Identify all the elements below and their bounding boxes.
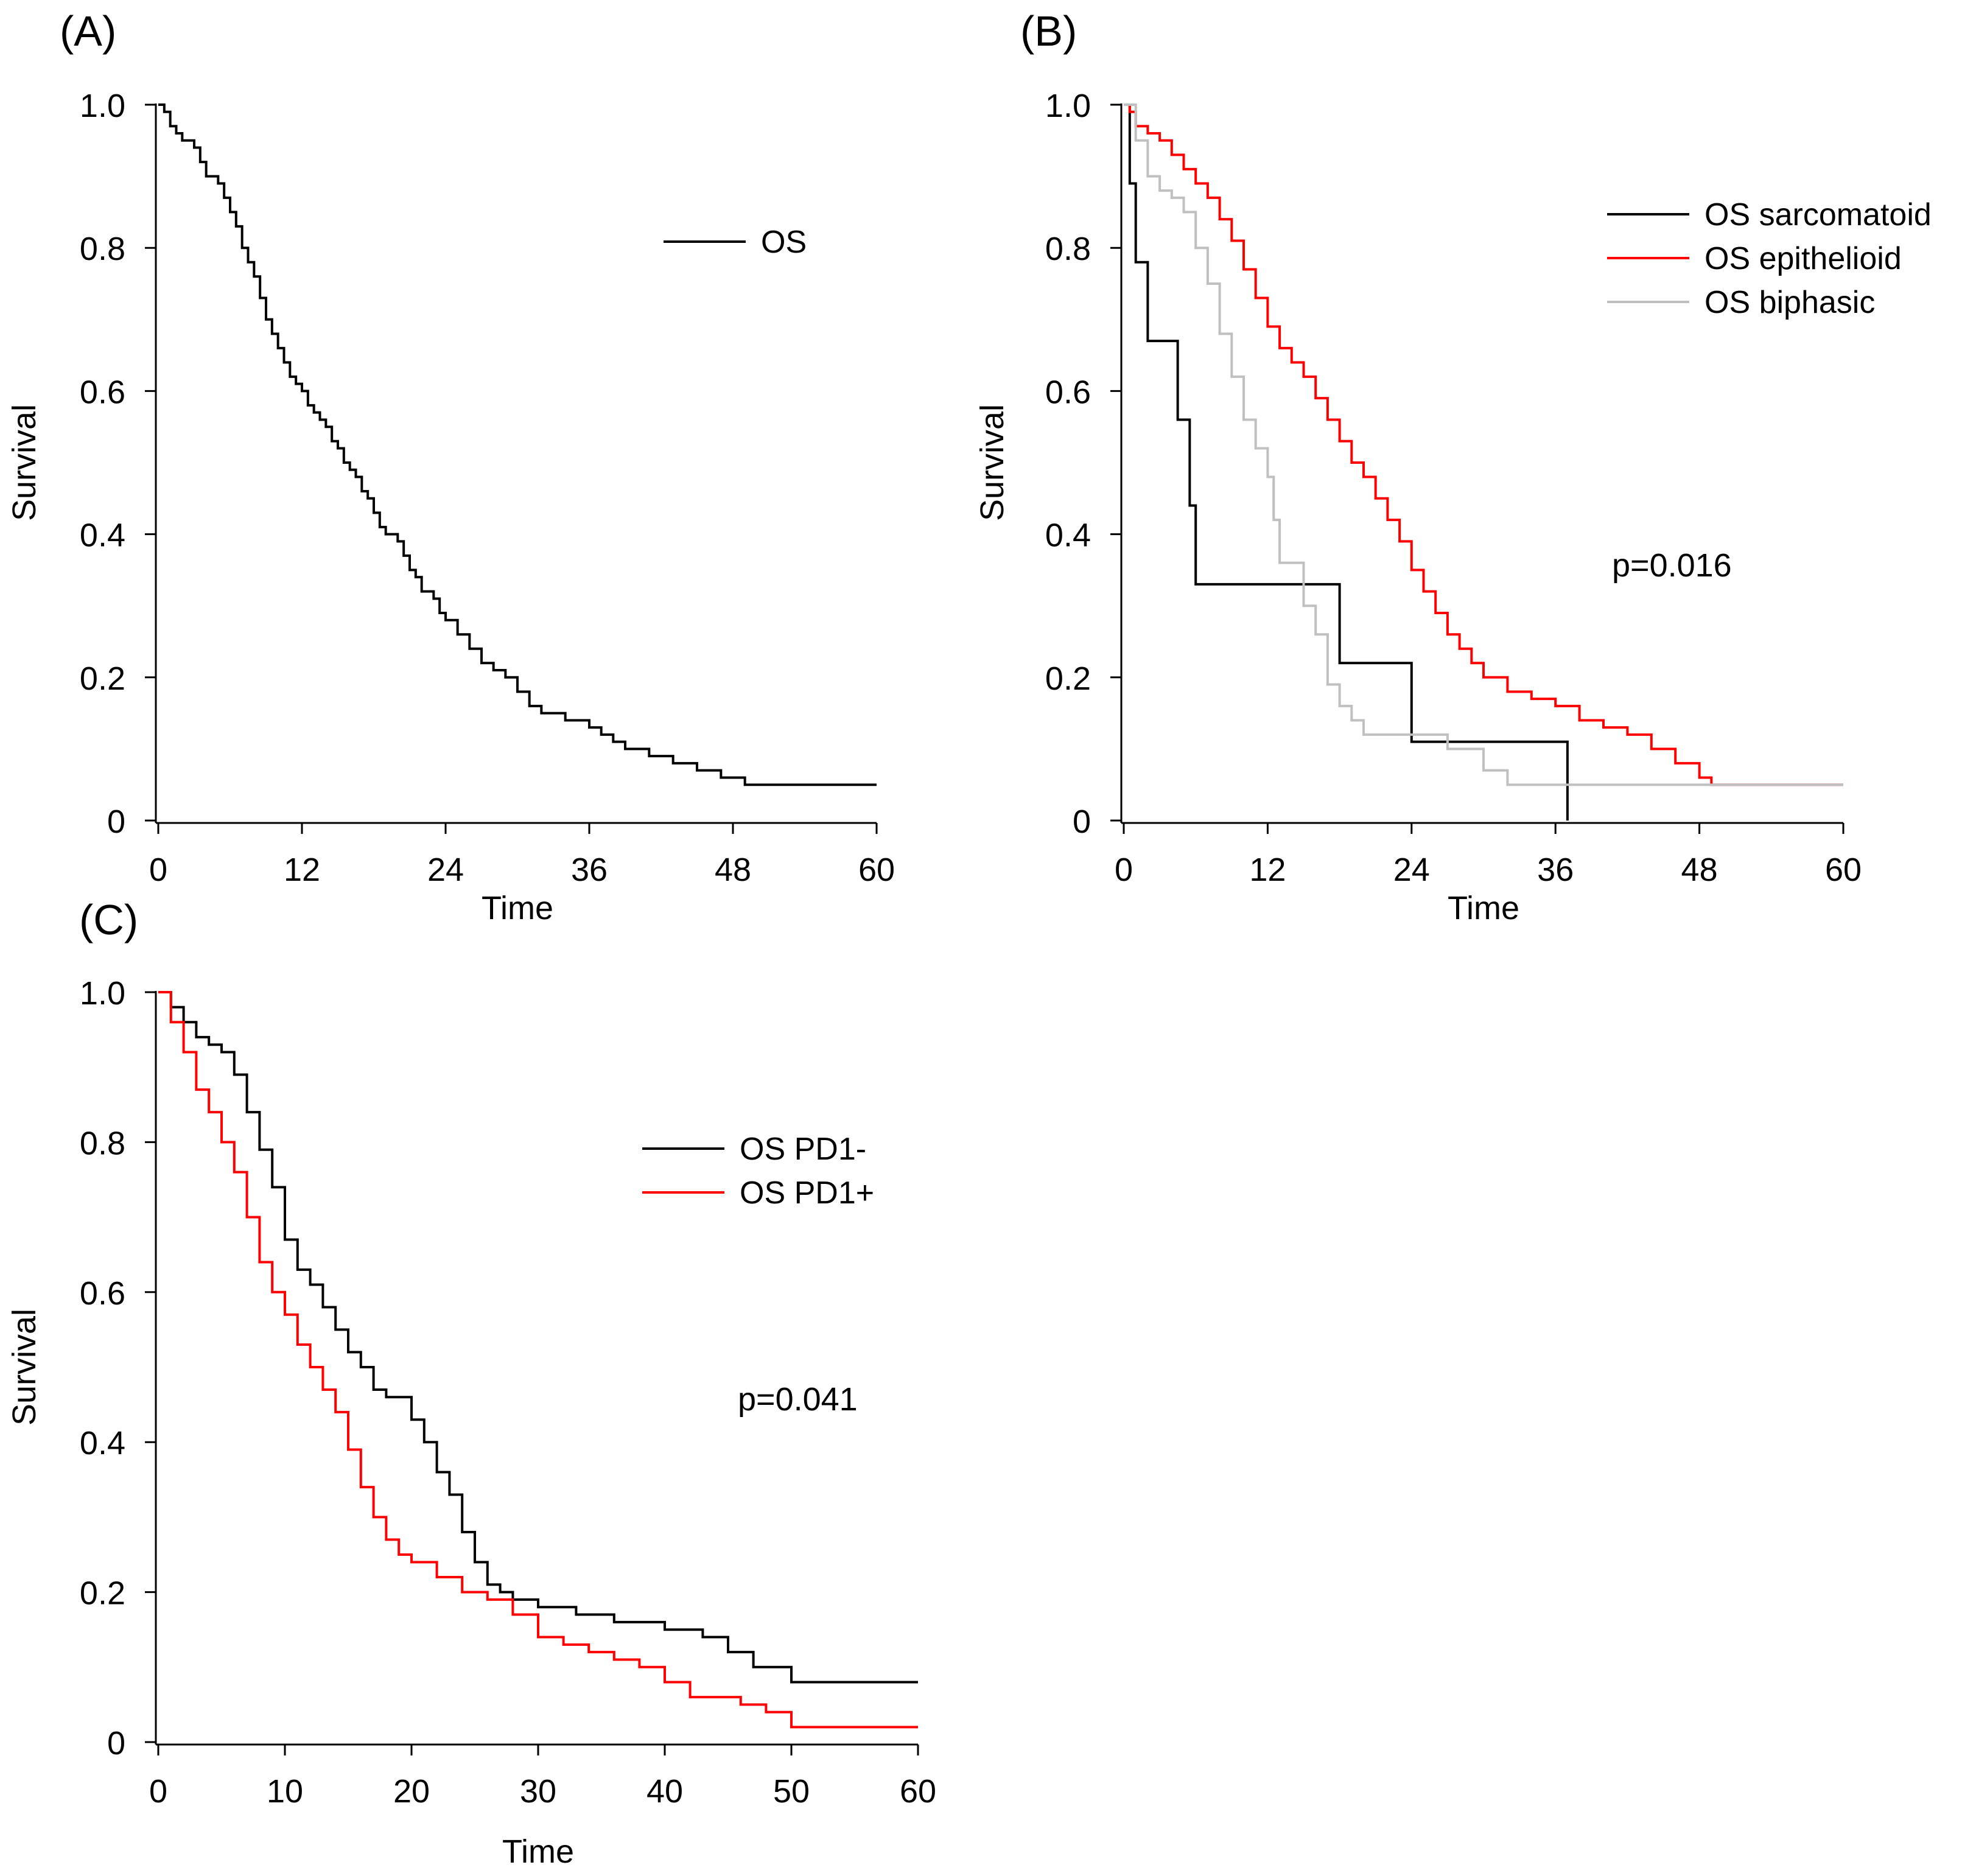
y-tick-label: 0.6 xyxy=(80,1275,125,1312)
y-tick-label: 0.2 xyxy=(80,660,125,697)
x-tick-label: 60 xyxy=(858,852,895,888)
panel-a-label: (A) xyxy=(60,7,116,55)
x-tick-label: 12 xyxy=(284,852,320,888)
y-axis-title: Survival xyxy=(6,404,43,521)
p-value-annotation: p=0.016 xyxy=(1612,547,1732,584)
y-axis-title: Survival xyxy=(6,1309,43,1426)
legend-label: OS sarcomatoid xyxy=(1704,197,1932,233)
y-tick-label: 0 xyxy=(1073,803,1091,840)
panel-a: (A) 0 0.2 0.4 0.6 0.8 1.0 0 12 24 36 48 60 Time Survi… xyxy=(6,7,895,926)
legend-label: OS PD1+ xyxy=(740,1175,874,1211)
x-tick-label: 24 xyxy=(1393,852,1430,888)
y-tick-label: 0 xyxy=(107,1725,125,1762)
y-tick-label: 0.8 xyxy=(80,231,125,267)
panel-c-plot: 0 0.2 0.4 0.6 0.8 1.0 0 10 20 30 40 50 60 Time Surviva… xyxy=(6,975,936,1870)
x-axis-title: Time xyxy=(1448,890,1519,926)
x-tick-label: 40 xyxy=(646,1773,683,1810)
x-tick-label: 10 xyxy=(267,1773,303,1810)
x-tick-label: 0 xyxy=(149,852,167,888)
y-tick-label: 0.4 xyxy=(80,1425,125,1461)
x-tick-label: 0 xyxy=(1115,852,1133,888)
x-tick-label: 12 xyxy=(1249,852,1286,888)
x-tick-label: 0 xyxy=(149,1773,167,1810)
p-value-annotation: p=0.041 xyxy=(738,1381,858,1418)
y-tick-label: 0.6 xyxy=(80,374,125,410)
survival-curve-os-biphasic xyxy=(1124,103,1843,786)
survival-curve-os-pd1- xyxy=(158,991,918,1684)
x-tick-label: 24 xyxy=(427,852,464,888)
x-tick-label: 36 xyxy=(571,852,608,888)
panel-a-plot: 0 0.2 0.4 0.6 0.8 1.0 0 12 24 36 48 60 Time Survival O… xyxy=(6,88,895,926)
x-tick-label: 36 xyxy=(1537,852,1574,888)
panel-c-label: (C) xyxy=(79,896,138,943)
survival-curve-os-pd1- xyxy=(158,991,918,1729)
survival-curve-os-sarcomatoid xyxy=(1124,103,1569,821)
x-tick-label: 48 xyxy=(1681,852,1718,888)
y-tick-label: 0 xyxy=(107,803,125,840)
y-tick-label: 0.6 xyxy=(1045,374,1091,410)
x-tick-label: 60 xyxy=(1825,852,1862,888)
x-tick-label: 30 xyxy=(520,1773,556,1810)
y-tick-label: 1.0 xyxy=(80,975,125,1012)
y-tick-label: 0.2 xyxy=(80,1575,125,1612)
survival-curve-os xyxy=(158,103,877,786)
y-tick-label: 0.4 xyxy=(1045,517,1091,554)
y-tick-label: 0.8 xyxy=(1045,231,1091,267)
x-tick-label: 20 xyxy=(393,1773,430,1810)
x-axis-title: Time xyxy=(502,1833,574,1870)
y-tick-label: 0.2 xyxy=(1045,660,1091,697)
x-tick-label: 60 xyxy=(900,1773,936,1810)
panel-c: (C) 0 0.2 0.4 0.6 0.8 1.0 0 10 20 30 40 50 60 Time Sur… xyxy=(6,896,936,1870)
panel-b-label: (B) xyxy=(1020,7,1077,55)
x-tick-label: 48 xyxy=(715,852,751,888)
x-tick-label: 50 xyxy=(773,1773,810,1810)
legend-label: OS xyxy=(761,225,807,260)
legend-label: OS PD1- xyxy=(740,1132,866,1167)
legend-label: OS epithelioid xyxy=(1704,241,1902,276)
y-tick-label: 1.0 xyxy=(1045,88,1091,124)
panel-b-plot: 0 0.2 0.4 0.6 0.8 1.0 0 12 24 36 48 60 Time Survival O… xyxy=(974,88,1932,926)
y-tick-label: 0.4 xyxy=(80,517,125,554)
y-axis-title: Survival xyxy=(974,404,1011,521)
survival-curve-os-epithelioid xyxy=(1124,103,1843,786)
y-tick-label: 1.0 xyxy=(80,88,125,124)
y-tick-label: 0.8 xyxy=(80,1125,125,1161)
legend-label: OS biphasic xyxy=(1704,285,1875,320)
panel-b: (B) 0 0.2 0.4 0.6 0.8 1.0 0 12 24 36 48 60 Time Survi… xyxy=(974,7,1932,926)
x-axis-title: Time xyxy=(482,890,553,926)
